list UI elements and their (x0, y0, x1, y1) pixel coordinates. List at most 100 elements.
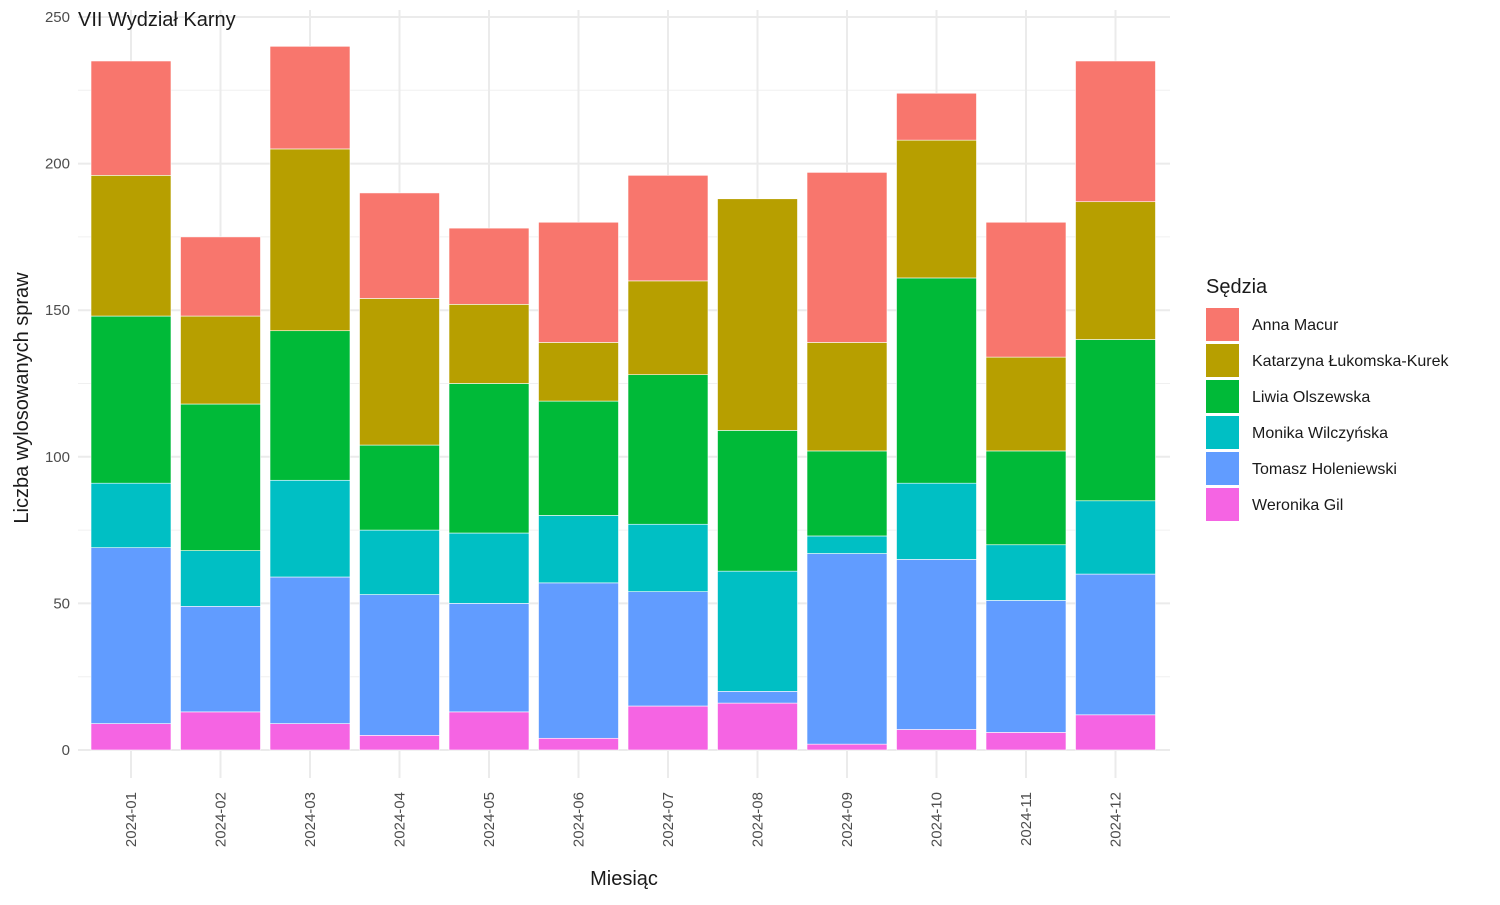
x-tick-label: 2024-01 (123, 792, 140, 847)
y-tick-label: 150 (45, 302, 70, 319)
bar-segment (806, 342, 888, 452)
bar-segment (717, 430, 798, 572)
bar-segment (90, 482, 172, 548)
bar-segment (269, 148, 351, 332)
bar-segment (627, 523, 709, 592)
bar-segment (985, 732, 1067, 751)
bar-segment (1075, 714, 1156, 751)
bar-segment (627, 175, 709, 282)
bar-segment (717, 570, 798, 692)
bar-segment (359, 529, 440, 595)
bar-segment (180, 315, 261, 405)
legend-label: Katarzyna Łukomska-Kurek (1252, 353, 1450, 370)
bar-segment (538, 737, 619, 751)
bar-segment (180, 403, 261, 551)
bar-segment (359, 594, 440, 736)
bar-segment (538, 221, 619, 343)
bar-segment (90, 547, 172, 724)
x-tick-label: 2024-12 (1108, 792, 1125, 847)
bar-segment (1075, 500, 1156, 575)
bar-segment (359, 444, 440, 531)
bar-segment (1075, 573, 1156, 716)
bar-segment (985, 356, 1067, 452)
bar-segment (448, 603, 530, 713)
bar-segment (806, 743, 888, 751)
y-tick-label: 100 (45, 449, 70, 466)
bar-segment (1075, 201, 1156, 340)
axes-layer: 0 50 100 150 200 250 2024-01 2024-02 2024-03 2024… (45, 9, 1125, 847)
bar-segment (90, 723, 172, 751)
bar-segment (627, 705, 709, 751)
bar-segment (896, 139, 977, 279)
bar-segment (896, 277, 977, 484)
bar-segment (448, 383, 530, 534)
bar-segment (90, 175, 172, 317)
bar-segment (359, 192, 440, 299)
bar-segment (180, 236, 261, 317)
bar-segment (359, 735, 440, 751)
y-tick-label: 200 (45, 156, 70, 173)
bar-segment (538, 342, 619, 402)
y-axis-title: Liczba wylosowanych spraw (11, 272, 33, 524)
bar-segment (180, 606, 261, 713)
bar-segment (180, 550, 261, 607)
bars-layer (90, 46, 1156, 751)
bar-segment (269, 723, 351, 751)
bar-segment (717, 702, 798, 751)
bar-segment (627, 374, 709, 525)
legend-label: Tomasz Holeniewski (1252, 461, 1397, 478)
y-tick-label: 50 (53, 595, 70, 612)
legend-label: Anna Macur (1252, 317, 1339, 334)
bar-segment (627, 280, 709, 376)
bar-segment (269, 330, 351, 481)
x-tick-label: 2024-10 (929, 792, 946, 847)
bar-segment (985, 221, 1067, 358)
bar-segment (896, 482, 977, 560)
legend-label: Liwia Olszewska (1252, 389, 1370, 406)
legend-key (1206, 308, 1239, 341)
bar-segment (538, 515, 619, 584)
bar-segment (806, 535, 888, 554)
x-tick-label: 2024-09 (839, 792, 856, 847)
bar-segment (448, 532, 530, 604)
legend-label: Monika Wilczyńska (1252, 425, 1388, 442)
x-tick-label: 2024-05 (481, 792, 498, 847)
bar-segment (269, 479, 351, 578)
bar-segment (985, 544, 1067, 601)
x-tick-label: 2024-02 (213, 792, 230, 847)
legend-label: Weronika Gil (1252, 497, 1343, 514)
bar-segment (806, 553, 888, 745)
bar-segment (717, 691, 798, 704)
bar-segment (985, 600, 1067, 733)
x-tick-label: 2024-04 (392, 792, 409, 847)
x-tick-label: 2024-03 (302, 792, 319, 847)
legend-key (1206, 344, 1239, 377)
bar-segment (806, 172, 888, 343)
bar-segment (538, 400, 619, 516)
x-tick-label: 2024-06 (571, 792, 588, 847)
bar-segment (269, 576, 351, 724)
legend-title: Sędzia (1206, 276, 1268, 298)
bar-segment (90, 315, 172, 484)
bar-segment (359, 298, 440, 446)
bar-segment (269, 46, 351, 150)
legend-key (1206, 380, 1239, 413)
bar-segment (896, 92, 977, 141)
bar-segment (627, 591, 709, 707)
legend-key (1206, 488, 1239, 521)
bar-segment (448, 304, 530, 384)
x-tick-label: 2024-11 (1018, 792, 1035, 846)
bar-segment (717, 198, 798, 431)
legend-key (1206, 452, 1239, 485)
bar-segment (1075, 60, 1156, 203)
y-tick-label: 250 (45, 9, 70, 26)
chart-title: VII Wydział Karny (78, 9, 236, 31)
bar-segment (90, 60, 172, 176)
x-tick-label: 2024-07 (660, 792, 677, 847)
bar-segment (180, 711, 261, 751)
bar-segment (448, 711, 530, 751)
bar-segment (896, 729, 977, 751)
bar-segment (896, 559, 977, 730)
